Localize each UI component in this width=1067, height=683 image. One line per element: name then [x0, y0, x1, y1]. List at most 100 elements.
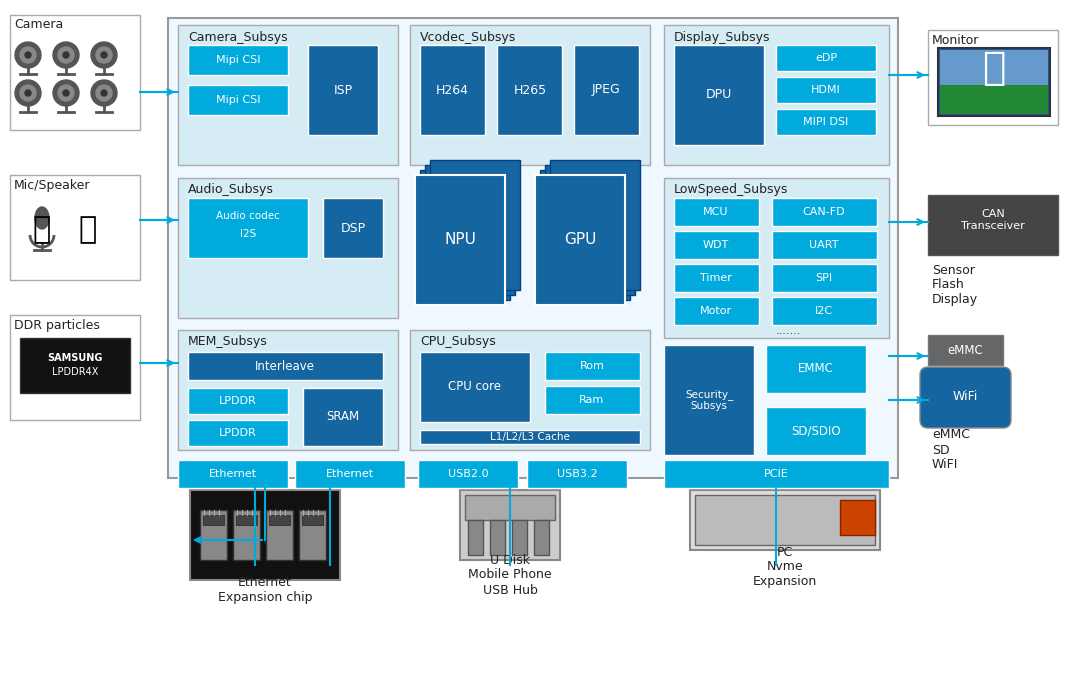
Bar [460, 490, 560, 560]
Bar [674, 198, 759, 226]
Text: Vcodec_Subsys: Vcodec_Subsys [420, 31, 516, 44]
Text: ISP: ISP [333, 83, 352, 96]
Text: Mipi CSI: Mipi CSI [216, 95, 260, 105]
Bar [540, 170, 630, 300]
Text: Mipi CSI: Mipi CSI [216, 55, 260, 65]
Circle shape [96, 85, 112, 101]
Bar [674, 297, 759, 325]
Bar [425, 165, 515, 295]
Bar [468, 520, 483, 555]
Text: Audio_Subsys: Audio_Subsys [188, 184, 274, 197]
Text: LPDDR: LPDDR [219, 428, 257, 438]
Bar [664, 25, 889, 165]
Text: Motor: Motor [700, 306, 732, 316]
Bar [323, 198, 383, 258]
Text: Camera_Subsys: Camera_Subsys [188, 31, 288, 44]
Bar [168, 18, 898, 478]
Bar [190, 490, 340, 580]
Text: SRAM: SRAM [327, 410, 360, 423]
Bar [465, 495, 555, 520]
Text: SAMSUNG: SAMSUNG [47, 353, 102, 363]
Bar [269, 515, 290, 525]
Text: Ethernet: Ethernet [325, 469, 375, 479]
Text: DPU: DPU [706, 89, 732, 102]
Bar [10, 15, 140, 130]
Text: MIPI DSI: MIPI DSI [803, 117, 848, 127]
Bar [420, 430, 640, 444]
Text: 🖥: 🖥 [983, 49, 1006, 87]
Text: Security_
Subsys: Security_ Subsys [685, 389, 733, 411]
Text: UART: UART [809, 240, 839, 250]
Text: CPU_Subsys: CPU_Subsys [420, 335, 496, 348]
Bar [266, 510, 293, 560]
Bar [535, 175, 625, 305]
Circle shape [25, 90, 31, 96]
Circle shape [63, 90, 69, 96]
Text: Ethernet: Ethernet [209, 469, 257, 479]
Bar [574, 45, 639, 135]
Text: LowSpeed_Subsys: LowSpeed_Subsys [674, 184, 789, 197]
Text: I2S: I2S [240, 229, 256, 239]
Bar [773, 198, 877, 226]
Text: USB3.2: USB3.2 [557, 469, 598, 479]
Bar [545, 352, 640, 380]
Bar [188, 352, 383, 380]
Circle shape [63, 52, 69, 58]
Bar [928, 30, 1058, 125]
Bar [940, 85, 1048, 114]
Bar [664, 460, 889, 488]
Circle shape [58, 47, 74, 63]
Bar [178, 460, 288, 488]
Bar [497, 45, 562, 135]
Bar [776, 109, 876, 135]
Circle shape [15, 42, 41, 68]
Bar [303, 388, 383, 446]
Bar [766, 345, 866, 393]
Text: Timer: Timer [700, 273, 732, 283]
Text: Ram: Ram [579, 395, 605, 405]
Text: I2C: I2C [815, 306, 833, 316]
Circle shape [91, 42, 117, 68]
Text: LPDDR: LPDDR [219, 396, 257, 406]
FancyBboxPatch shape [920, 367, 1012, 428]
Text: EMMC: EMMC [798, 363, 834, 376]
Text: LPDDR4X: LPDDR4X [52, 367, 98, 377]
Circle shape [53, 80, 79, 106]
Text: DDR particles: DDR particles [14, 318, 100, 331]
Text: USB2.0: USB2.0 [448, 469, 489, 479]
Text: H264: H264 [435, 83, 468, 96]
Bar [178, 178, 398, 318]
Text: SD/SDIO: SD/SDIO [792, 425, 841, 438]
Text: CPU core: CPU core [448, 380, 501, 393]
Bar [545, 386, 640, 414]
Bar [233, 510, 260, 560]
Ellipse shape [35, 207, 49, 229]
Bar [773, 264, 877, 292]
Text: GPU: GPU [563, 232, 596, 247]
Bar [664, 345, 754, 455]
Bar [236, 515, 257, 525]
Bar [294, 460, 405, 488]
Text: U Disk
Mobile Phone
USB Hub: U Disk Mobile Phone USB Hub [468, 553, 552, 596]
Bar [410, 330, 650, 450]
Bar [690, 490, 880, 550]
Text: CAN-FD: CAN-FD [802, 207, 845, 217]
Bar [203, 515, 224, 525]
Text: 🎤: 🎤 [33, 216, 51, 245]
Bar [534, 520, 550, 555]
Circle shape [91, 80, 117, 106]
Bar [674, 264, 759, 292]
Bar [664, 178, 889, 338]
Text: Sensor: Sensor [931, 264, 975, 277]
Text: H265: H265 [513, 83, 546, 96]
Text: MEM_Subsys: MEM_Subsys [188, 335, 268, 348]
Bar [302, 515, 323, 525]
Text: .......: ....... [776, 326, 801, 336]
Bar [420, 352, 530, 422]
Bar [430, 160, 520, 290]
Bar [940, 50, 1048, 114]
Text: Interleave: Interleave [255, 359, 315, 372]
Text: JPEG: JPEG [591, 83, 620, 96]
Text: SPI: SPI [815, 273, 832, 283]
Bar [188, 45, 288, 75]
